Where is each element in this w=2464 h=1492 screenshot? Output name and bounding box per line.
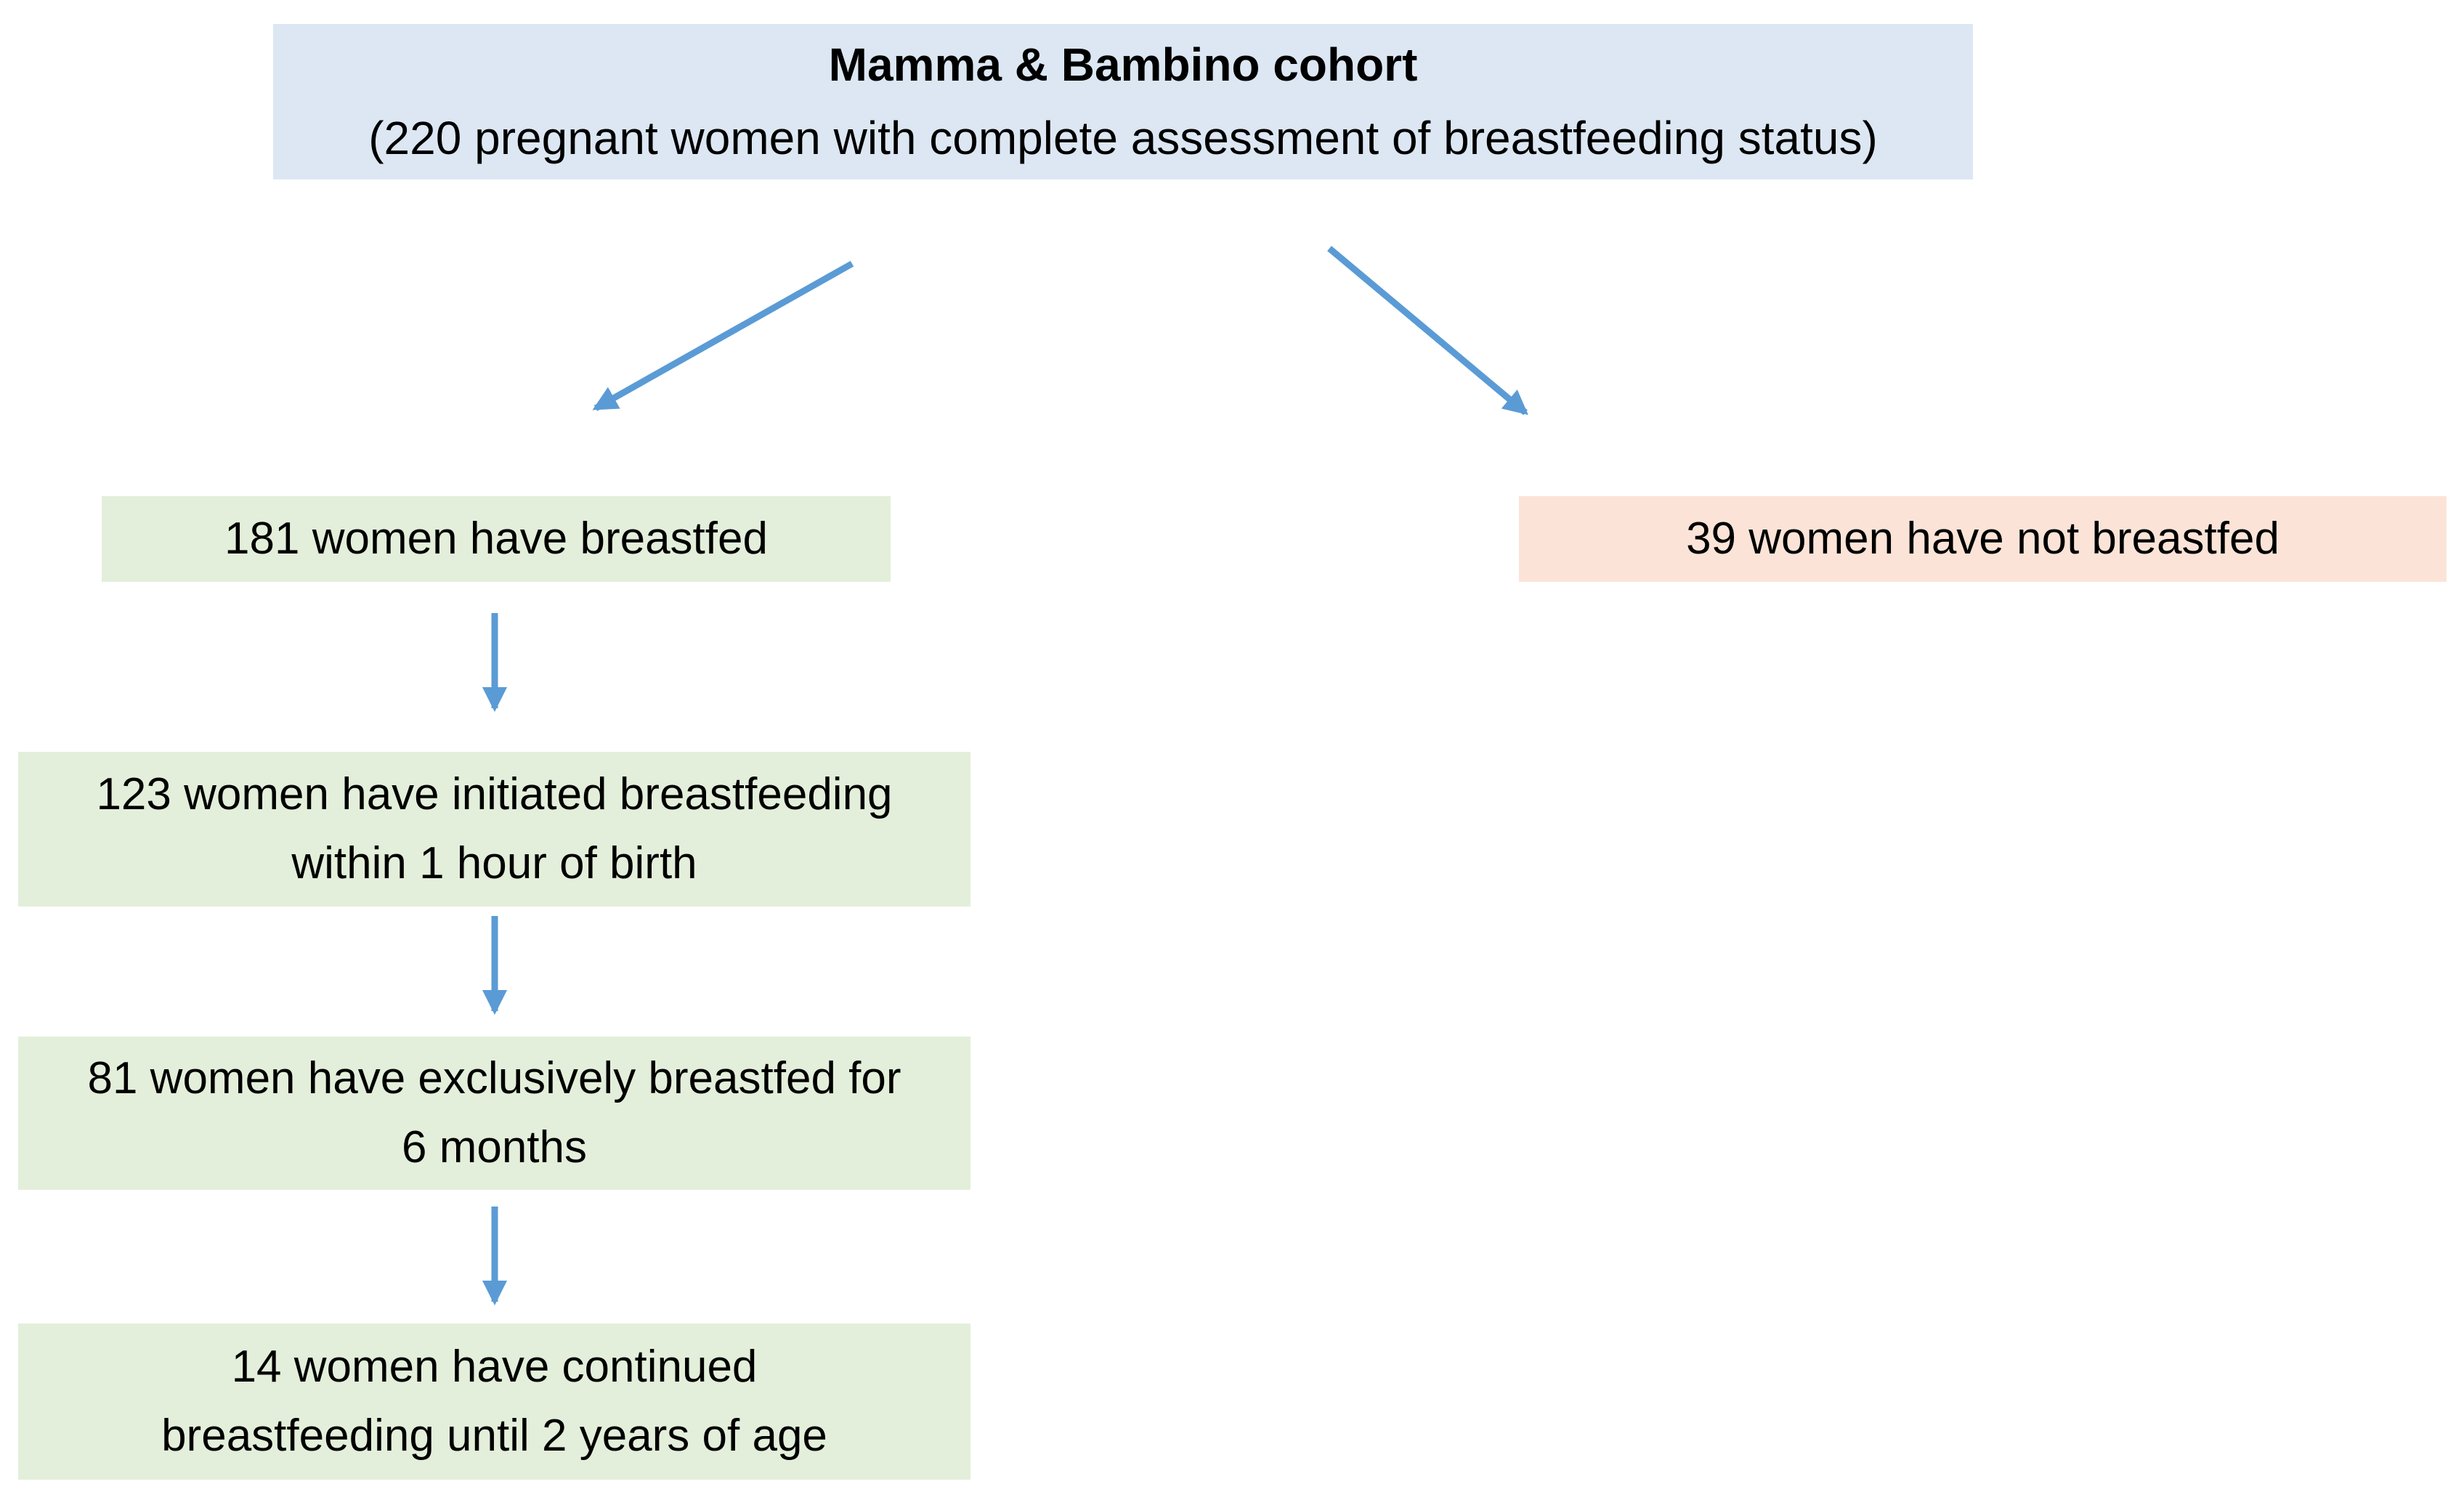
node-not-breastfed: 39 women have not breastfed	[1519, 496, 2447, 582]
node-initiated-within-1-hour: 123 women have initiated breastfeeding w…	[18, 752, 970, 907]
arrow-header-to-not-breastfed-icon	[1327, 246, 1528, 415]
node-continued-2-years: 14 women have continued breastfeeding un…	[18, 1323, 970, 1480]
cohort-header-box: Mamma & Bambino cohort (220 pregnant wom…	[273, 24, 1973, 179]
cohort-subtitle: (220 pregnant women with complete assess…	[368, 112, 1878, 164]
arrow-header-to-breastfed-icon	[592, 261, 854, 411]
cohort-title: Mamma & Bambino cohort	[828, 38, 1418, 91]
node-breastfed: 181 women have breastfed	[102, 496, 891, 582]
node-exclusive-6-months: 81 women have exclusively breastfed for …	[18, 1037, 970, 1190]
